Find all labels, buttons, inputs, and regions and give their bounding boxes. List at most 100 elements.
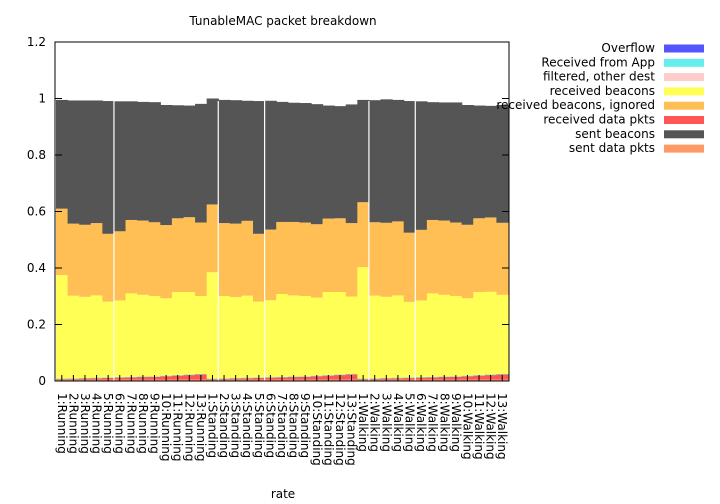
- bar-segment-sent-beacons-12: [183, 105, 196, 218]
- x-tick-label: 10:Running: [159, 393, 173, 461]
- bar-segment-received-beacons-16: [229, 297, 243, 378]
- y-tick-label: 0.4: [27, 261, 46, 275]
- bar-segment-received-beacons-13: [195, 295, 208, 374]
- bar-segment-received-beacons-31: [403, 301, 416, 378]
- bar-segment-received-beacons-ignored-38: [484, 217, 498, 292]
- bar-segment-sent-beacons-5: [102, 101, 115, 234]
- bar-segment-received-beacons-7: [125, 293, 138, 377]
- bar-segment-received-beacons-ignored-16: [229, 223, 243, 298]
- bar-segment-received-beacons-17: [241, 295, 254, 378]
- x-tick-label: 8:Standing: [287, 393, 301, 458]
- bar-segment-sent-beacons-3: [79, 100, 92, 225]
- bar-segment-received-beacons-35: [450, 295, 463, 377]
- bar-segment-received-beacons-ignored-36: [461, 224, 474, 299]
- x-tick-label: 3:Walking: [379, 393, 393, 452]
- x-tick-label: 5:Running: [101, 393, 115, 454]
- bar-segment-sent-beacons-18: [253, 101, 266, 234]
- x-tick-label: 11:Running: [171, 393, 185, 461]
- bar-segment-received-beacons-ignored-26: [345, 223, 358, 297]
- bar-segment-sent-beacons-33: [426, 102, 440, 220]
- bar-segment-received-beacons-ignored-18: [253, 233, 266, 302]
- x-tick-label: 13:Running: [194, 393, 208, 461]
- bar-segment-received-beacons-5: [102, 301, 115, 378]
- bar-segment-received-beacons-ignored-7: [125, 219, 138, 294]
- x-tick-label: 2:Running: [66, 393, 80, 454]
- bar-segment-sent-beacons-31: [403, 101, 416, 233]
- bar-segment-received-beacons-ignored-35: [450, 222, 463, 296]
- bar-segment-received-beacons-21: [287, 295, 300, 377]
- bar-segment-sent-beacons-9: [148, 102, 161, 223]
- bar-segment-sent-beacons-29: [380, 99, 393, 223]
- bar-segment-sent-beacons-1: [56, 99, 69, 209]
- bar-segment-received-from-app-26: [345, 373, 358, 375]
- x-tick-label: 13:Walking: [495, 393, 509, 460]
- bar-segment-sent-beacons-14: [206, 98, 219, 205]
- bar-segment-sent-beacons-4: [90, 100, 103, 224]
- x-tick-label: 6:Walking: [414, 393, 428, 452]
- bar-segment-received-beacons-ignored-22: [299, 222, 312, 296]
- bar-segment-received-beacons-ignored-33: [426, 219, 440, 294]
- bar-segment-received-beacons-18: [253, 301, 266, 378]
- bar-segment-received-beacons-ignored-19: [264, 229, 277, 301]
- bar-segment-received-beacons-ignored-17: [241, 220, 254, 296]
- x-tick-label: 4:Walking: [391, 393, 405, 452]
- bar-segment-received-beacons-14: [206, 272, 219, 379]
- bar-segment-received-beacons-37: [473, 292, 486, 376]
- bar-segment-sent-beacons-27: [357, 99, 370, 203]
- bar-segment-received-beacons-ignored-39: [496, 222, 509, 295]
- bar-segment-sent-beacons-35: [450, 102, 463, 223]
- y-tick-label: 0.2: [27, 318, 46, 332]
- bar-segment-sent-beacons-34: [438, 102, 451, 221]
- bar-segment-sent-beacons-19: [264, 100, 277, 230]
- bar-segment-received-beacons-ignored-34: [438, 220, 451, 295]
- bar-segment-received-beacons-29: [380, 296, 393, 378]
- x-tick-label: 1:Running: [55, 393, 69, 454]
- bar-segment-received-beacons-ignored-14: [206, 204, 219, 273]
- bar-segment-received-beacons-2: [67, 295, 80, 379]
- bar-segment-received-beacons-11: [171, 292, 185, 376]
- x-tick-label: 10:Standing: [310, 393, 324, 466]
- bar-segment-received-beacons-ignored-31: [403, 232, 416, 302]
- bar-segment-received-from-app-38: [484, 374, 498, 376]
- bar-segment-sent-beacons-24: [322, 105, 335, 219]
- y-tick-label: 1.2: [27, 35, 46, 49]
- bar-segment-received-beacons-15: [218, 295, 231, 379]
- bar-segment-received-beacons-28: [368, 295, 382, 379]
- bar-segment-received-from-app-25: [334, 374, 347, 376]
- bar-segment-sent-beacons-32: [415, 101, 428, 230]
- legend-swatch: [664, 130, 704, 139]
- legend-label: filtered, other dest: [543, 70, 655, 84]
- bar-segment-sent-beacons-39: [496, 105, 509, 223]
- bar-segment-received-beacons-24: [322, 292, 335, 376]
- bar-segment-sent-beacons-2: [67, 100, 80, 224]
- x-tick-label: 1:Standing: [205, 393, 219, 458]
- legend-swatch: [664, 87, 704, 96]
- x-tick-label: 12:Walking: [484, 393, 498, 460]
- bar-segment-received-beacons-27: [357, 267, 370, 379]
- bar-segment-received-beacons-ignored-21: [287, 221, 300, 296]
- x-tick-label: 8:Running: [136, 393, 150, 454]
- bar-segment-sent-beacons-8: [137, 101, 150, 221]
- bar-segment-received-beacons-30: [392, 295, 405, 378]
- bar-segment-received-beacons-ignored-1: [56, 208, 69, 276]
- bar-segment-received-from-app-12: [183, 374, 196, 376]
- legend-swatch: [664, 73, 704, 82]
- legend-label: received beacons: [550, 84, 655, 98]
- bar-segment-received-beacons-ignored-24: [322, 218, 335, 293]
- x-tick-label: 3:Running: [78, 393, 92, 454]
- x-axis-label: rate: [271, 487, 295, 501]
- legend-label: Received from App: [541, 55, 655, 69]
- bar-segment-received-beacons-1: [56, 275, 69, 379]
- legend-swatch: [664, 116, 704, 124]
- bar-segment-sent-beacons-28: [368, 100, 382, 223]
- bar-segment-received-from-app-39: [496, 373, 509, 375]
- x-tick-label: 6:Standing: [263, 393, 277, 458]
- y-axis: 0 0.2 0.4 0.6 0.8 1 1.2: [27, 35, 509, 388]
- bar-segment-received-beacons-19: [264, 300, 277, 378]
- bar-segment-sent-beacons-23: [310, 104, 324, 225]
- x-tick-label: 2:Standing: [217, 393, 231, 458]
- bar-segment-sent-beacons-15: [218, 99, 231, 224]
- bar-segment-received-beacons-ignored-9: [148, 222, 161, 296]
- y-tick-label: 0.6: [27, 205, 46, 219]
